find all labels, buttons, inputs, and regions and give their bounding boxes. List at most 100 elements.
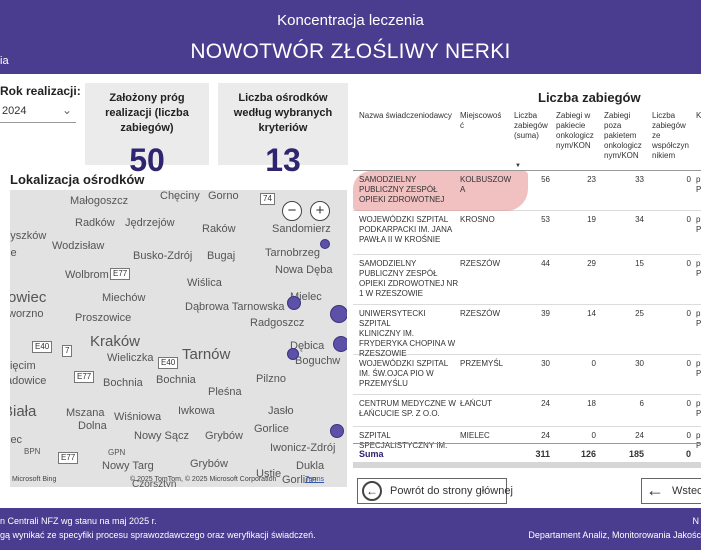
- cell-sum: 39: [541, 309, 550, 318]
- map-terms-link[interactable]: Terms: [305, 476, 325, 483]
- kpi-card-threshold: Założony próg realizacji (liczba zabiegó…: [85, 83, 209, 178]
- back-button[interactable]: ← Wstecz: [641, 478, 701, 504]
- page-title: NOWOTWÓR ZŁOŚLIWY NERKI: [190, 40, 511, 63]
- table-horizontal-scrollbar[interactable]: [353, 462, 701, 468]
- column-header-text: ć: [460, 121, 464, 130]
- map-town-label: Dębica: [290, 340, 325, 352]
- map-town-label: Ustie: [256, 468, 282, 480]
- cell-city: RZESZÓW: [460, 309, 500, 318]
- zoom-out-button[interactable]: −: [282, 201, 302, 221]
- map-town-label: Małogoszcz: [70, 195, 129, 207]
- column-header[interactable]: Liczba zabiegów (suma): [514, 111, 548, 140]
- cell-k: p P: [696, 259, 701, 278]
- map-town-label: Gorlice: [254, 423, 289, 435]
- map-copyright: © 2025 TomTom, © 2025 Microsoft Corporat…: [130, 476, 277, 483]
- map-town-label: Iwonicz-Zdrój: [270, 442, 336, 454]
- map-town-label: Nowy Sącz: [134, 430, 190, 442]
- column-header[interactable]: Nazwa świadczeniodawcy: [359, 111, 452, 120]
- map-town-label: Nowy Targ: [102, 460, 154, 472]
- map-town-label: BPN: [24, 447, 41, 456]
- cell-coefficient: 0: [686, 215, 691, 224]
- map-town-label: Raków: [202, 223, 236, 235]
- footer-department: Departament Analiz, Monitorowania Jakośc: [528, 530, 701, 540]
- sort-desc-icon[interactable]: ▼: [515, 163, 521, 169]
- map-town-label: Wiśniowa: [114, 411, 162, 423]
- map-town-label: Busko-Zdrój: [133, 250, 193, 262]
- map-town-label: Chęciny: [160, 190, 200, 202]
- year-filter-dropdown[interactable]: 2024 ⌄: [0, 101, 76, 123]
- arrow-left-icon: ←: [646, 480, 664, 500]
- map-town-label: Grybów: [205, 430, 243, 442]
- total-sum: 311: [535, 449, 550, 459]
- cell-provider-name: SAMODZIELNY PUBLICZNY ZESPÓŁ OPIEKI ZDRO…: [359, 175, 445, 204]
- column-header[interactable]: Liczba zabiegów ze współczyn nikiem: [652, 111, 689, 160]
- cell-out-package: 6: [639, 399, 644, 408]
- center-marker[interactable]: [320, 239, 330, 249]
- map-title: Lokalizacja ośrodków: [10, 172, 145, 187]
- map-town-label: Jędrzejów: [125, 217, 175, 229]
- cell-sum: 56: [541, 175, 550, 184]
- cell-k: p P: [696, 175, 701, 194]
- map-town-label: worzno: [10, 308, 44, 320]
- column-header[interactable]: Miejscowoś ć: [460, 111, 510, 131]
- map-town-label: Czorsztyn: [132, 479, 177, 487]
- cell-coefficient: 0: [686, 431, 691, 440]
- column-header-text: Miejscowoś: [460, 111, 502, 120]
- map-town-label: Bugaj: [207, 250, 236, 262]
- map-town-label: Jasło: [268, 405, 294, 417]
- map-view[interactable]: Chęciny Gorno 74 Małogoszcz Radków Jędrz…: [10, 190, 347, 487]
- table-row[interactable]: CENTRUM MEDYCZNE W ŁAŃCUCIE SP. Z O.O. ŁA…: [353, 395, 701, 427]
- cell-k: p P: [696, 359, 701, 378]
- cell-in-package: 0: [591, 431, 596, 440]
- cell-provider-name: WOJEWÓDZKI SZPITAL IM. ŚW.OJCA PIO W PRZ…: [359, 359, 449, 388]
- map-town-label: Grybów: [190, 458, 228, 470]
- center-marker[interactable]: [287, 348, 299, 360]
- cell-city: PRZEMYŚL: [460, 359, 504, 368]
- column-header[interactable]: Zabiegi poza pakietem onkologicz nym/KON: [604, 111, 642, 160]
- table-row[interactable]: WOJEWÓDZKI SZPITAL PODKARPACKI IM. JANA …: [353, 211, 701, 255]
- home-button[interactable]: ← Powrót do strony głównej: [357, 478, 513, 504]
- road-sign: 74: [260, 193, 275, 205]
- cell-k: p P: [696, 215, 701, 234]
- cell-out-package: 15: [635, 259, 644, 268]
- center-marker[interactable]: [330, 424, 344, 438]
- map-town-label: Miechów: [102, 292, 146, 304]
- footer-note-2: gą wynikać ze specyfiki procesu sprawozd…: [0, 530, 316, 540]
- column-header[interactable]: Zabiegi w pakiecie onkologicz nym/KON: [556, 111, 594, 150]
- table-row[interactable]: SAMODZIELNY PUBLICZNY ZESPÓŁ OPIEKI ZDRO…: [353, 171, 701, 211]
- table-header: Nazwa świadczeniodawcy Miejscowoś ć Liczb…: [353, 105, 701, 171]
- cell-in-package: 0: [591, 359, 596, 368]
- table-row[interactable]: SAMODZIELNY PUBLICZNY ZESPÓŁ OPIEKI ZDRO…: [353, 255, 701, 305]
- kpi-value: 13: [265, 142, 301, 178]
- map-town-label: Sandomierz: [272, 223, 331, 235]
- map-town-label: Mszana: [66, 407, 105, 419]
- footer-note-1: n Centrali NFZ wg stanu na maj 2025 r.: [0, 516, 157, 526]
- cell-city: KOLBUSZOW A: [460, 175, 512, 194]
- map-town-label: Radgoszcz: [250, 317, 305, 329]
- center-marker[interactable]: [330, 305, 347, 323]
- road-sign: 7: [62, 345, 73, 357]
- table-row[interactable]: UNIWERSYTECKI SZPITAL KLINICZNY IM. FRYD…: [353, 305, 701, 358]
- chevron-down-icon: ⌄: [61, 103, 72, 117]
- cell-city: ŁAŃCUT: [460, 399, 493, 408]
- cell-sum: 44: [541, 259, 550, 268]
- zoom-in-button[interactable]: +: [310, 201, 330, 221]
- center-marker[interactable]: [287, 296, 301, 310]
- total-in-package: 126: [580, 449, 596, 459]
- map-town-label: Dąbrowa Tarnowska: [185, 301, 285, 313]
- map-town-label: Wolbrom: [65, 269, 109, 281]
- back-button-label: Wstecz: [672, 485, 701, 497]
- column-header[interactable]: K: [696, 111, 701, 120]
- table-row[interactable]: WOJEWÓDZKI SZPITAL IM. ŚW.OJCA PIO W PRZ…: [353, 355, 701, 395]
- cell-city: MIELEC: [460, 431, 490, 440]
- home-button-label: Powrót do strony głównej: [390, 485, 513, 497]
- road-sign: E77: [110, 268, 131, 280]
- row-highlight-marker: [353, 171, 528, 211]
- kpi-card-centers: Liczba ośrodków według wybranych kryteri…: [218, 83, 348, 178]
- map-town-label: Kraków: [90, 333, 141, 350]
- center-marker[interactable]: [333, 336, 347, 352]
- cell-coefficient: 0: [686, 399, 691, 408]
- road-sign: E77: [58, 452, 79, 464]
- cell-city: KROSNO: [460, 215, 495, 224]
- arrow-left-circle-icon: ←: [362, 481, 382, 501]
